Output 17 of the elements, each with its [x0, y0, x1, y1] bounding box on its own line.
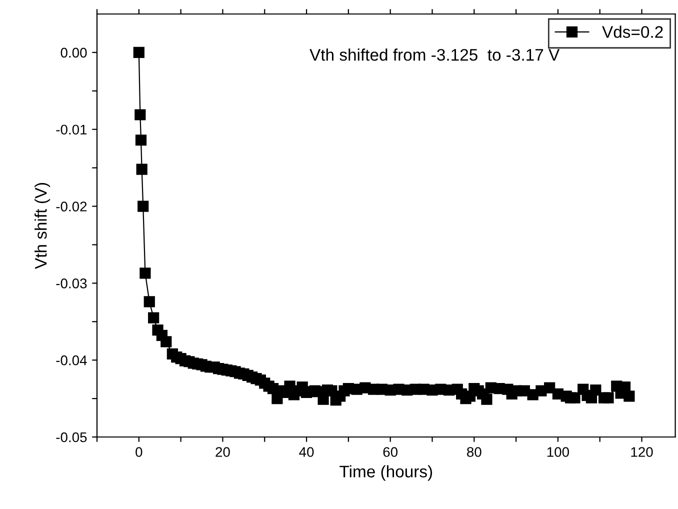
y-tick-label: 0.00 — [60, 48, 87, 58]
x-tick-label: 0 — [136, 447, 142, 457]
x-tick-label: 120 — [631, 447, 653, 457]
y-tick-label: -0.01 — [56, 124, 87, 135]
y-axis-title: Vth shift (V) — [34, 183, 50, 269]
x-axis-title: Time (hours) — [340, 465, 432, 481]
x-tick-label: 20 — [216, 447, 230, 457]
y-tick-label: -0.05 — [56, 432, 87, 442]
legend-label: Vds=0.2 — [602, 26, 663, 38]
x-tick-label: 80 — [467, 447, 482, 457]
x-tick-label: 100 — [547, 447, 569, 457]
y-tick-label: -0.04 — [56, 355, 87, 366]
x-tick-label: 40 — [299, 447, 314, 457]
y-tick-label: -0.03 — [56, 278, 87, 288]
annotation: Vth shifted from -3.125 to -3.17 V — [310, 48, 560, 61]
y-tick-label: -0.02 — [56, 202, 87, 212]
x-tick-label: 60 — [383, 447, 398, 457]
